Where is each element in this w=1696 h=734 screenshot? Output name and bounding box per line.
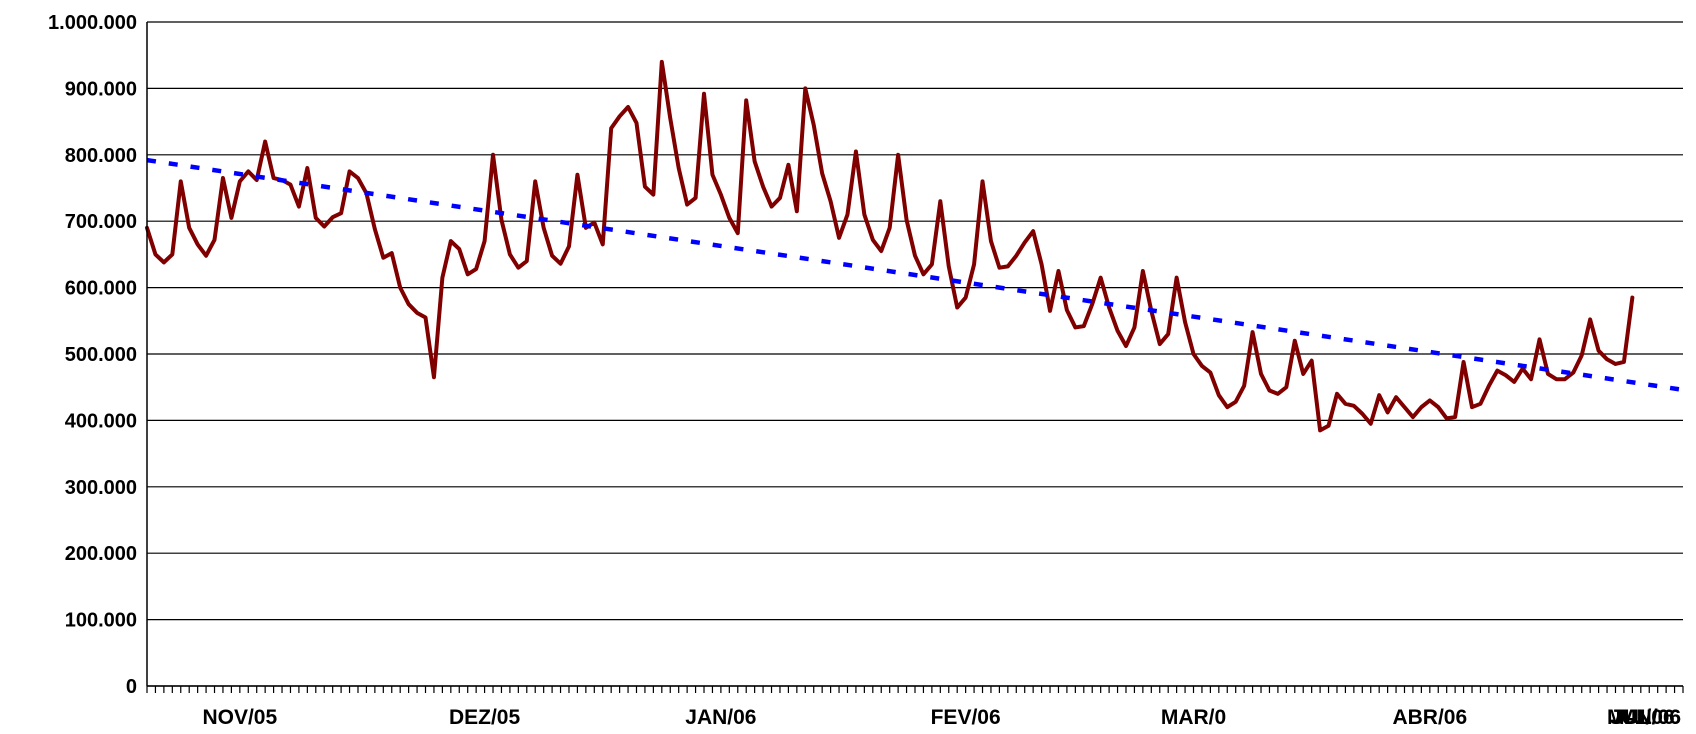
y-tick-label: 300.000 (65, 477, 137, 499)
y-tick-label: 900.000 (65, 78, 137, 100)
series-line (145, 59, 1635, 433)
trend-line (146, 157, 1684, 393)
x-category-label: NOV/05 (202, 706, 277, 729)
gridlines (147, 21, 1683, 687)
y-tick-label: 400.000 (65, 410, 137, 432)
x-category-label: FEV/06 (931, 706, 1001, 729)
x-category-label: MAI/06 (1607, 706, 1675, 729)
x-category-label: JUN/06 (1610, 706, 1681, 729)
x-category-label: DEZ/05 (449, 706, 521, 729)
x-category-label: JAN/06 (685, 706, 756, 729)
axes (146, 22, 1683, 687)
y-tick-label: 0 (126, 676, 137, 698)
x-axis-category-labels: NOV/05 DEZ/05 JAN/06 FEV/06 MAR/0 ABR/06 MAI/0… (202, 706, 1681, 729)
x-category-label: ABR/06 (1392, 706, 1467, 729)
y-tick-label: 800.000 (65, 145, 137, 167)
y-tick-label: 600.000 (65, 278, 137, 300)
series-group (145, 59, 1684, 433)
y-tick-label: 200.000 (65, 543, 137, 565)
y-tick-label: 500.000 (65, 344, 137, 366)
y-tick-label: 100.000 (65, 610, 137, 632)
y-axis-tick-labels: 0 100.000 200.000 300.000 400.000 500.000 600.… (48, 12, 137, 698)
x-category-label: MAR/0 (1161, 706, 1226, 729)
y-tick-label: 1.000.000 (48, 12, 137, 34)
x-category-label: JUL/06 (1612, 706, 1681, 729)
y-tick-label: 700.000 (65, 211, 137, 233)
x-axis-minor-ticks (146, 686, 1684, 693)
